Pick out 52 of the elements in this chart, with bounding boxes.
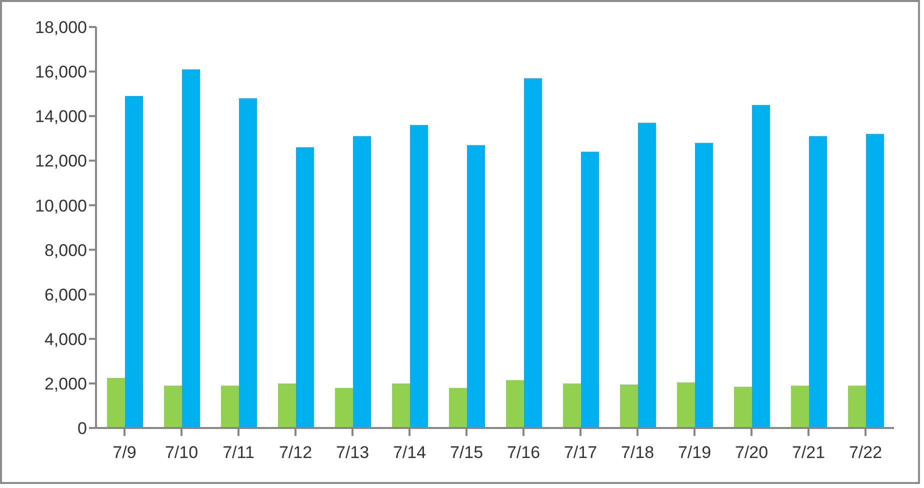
x-tick-label: 7/22 [848,443,882,462]
y-tick-label: 12,000 [35,152,87,171]
bar [335,388,353,428]
bar [278,383,296,428]
bar [125,96,143,428]
bar [353,136,371,428]
x-tick-label: 7/20 [734,443,768,462]
bar [695,142,713,428]
x-tick-label: 7/16 [506,443,540,462]
bar [563,383,581,428]
bar [467,145,485,428]
bar [221,386,239,428]
y-tick-label: 18,000 [35,18,87,38]
y-tick-label: 10,000 [35,196,87,216]
bar [164,386,182,428]
y-tick-label: 6,000 [44,285,87,304]
x-tick-label: 7/11 [222,443,254,462]
y-tick-label: 16,000 [35,62,87,82]
bar [524,78,542,428]
y-tick-label: 2,000 [44,374,87,394]
bar [506,380,524,428]
bar [791,386,809,428]
bar [581,152,599,428]
bar [734,386,752,428]
bar [677,382,695,428]
y-tick-label: 14,000 [35,107,87,126]
x-tick-label: 7/17 [564,443,598,462]
bar [410,125,428,428]
bar [752,104,770,428]
bar [239,98,257,428]
x-tick-label: 7/12 [278,443,312,462]
bar [107,378,125,428]
bar [620,384,638,428]
x-tick-label: 7/18 [620,443,654,462]
y-tick-label: 8,000 [44,240,87,260]
x-tick-label: 7/15 [450,443,484,462]
x-tick-label: 7/14 [392,443,426,462]
y-tick-label: 0 [78,419,87,438]
bar [809,136,827,428]
bar [638,122,656,428]
x-tick-label: 7/21 [792,443,826,462]
x-tick-label: 7/19 [678,443,712,462]
x-tick-label: 7/9 [112,443,136,462]
bar [866,134,884,428]
y-tick-label: 4,000 [44,330,87,349]
bar [296,147,314,428]
bar [449,388,467,428]
bar [182,69,200,428]
x-tick-label: 7/13 [336,443,370,462]
bar [848,386,866,428]
x-tick-label: 7/10 [164,443,198,462]
bar [392,383,410,428]
